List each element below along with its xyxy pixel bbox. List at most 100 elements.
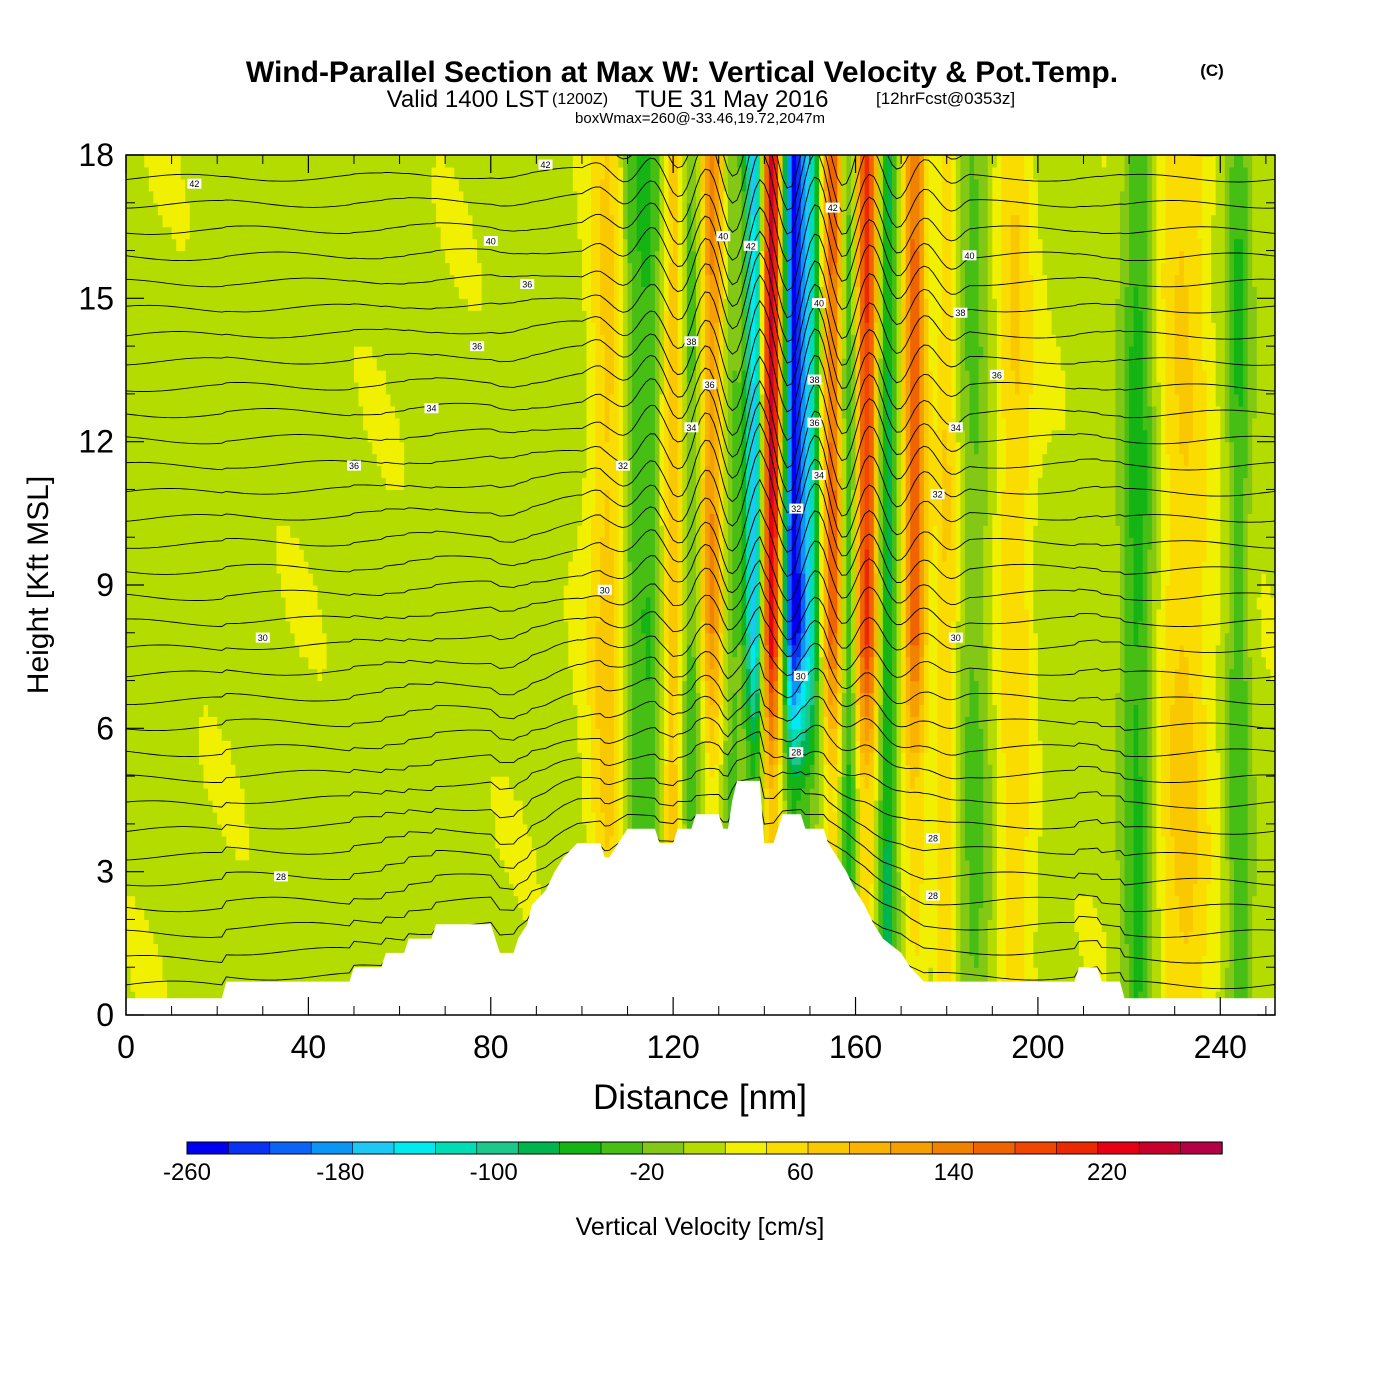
velocity-cell [417, 764, 423, 777]
velocity-cell [294, 477, 300, 491]
velocity-cell [230, 847, 237, 861]
velocity-cell [395, 823, 401, 837]
velocity-cell [267, 811, 273, 825]
velocity-cell [390, 393, 396, 407]
velocity-cell [422, 561, 428, 574]
velocity-cell [390, 895, 396, 909]
velocity-cell [244, 955, 250, 968]
velocity-cell [262, 668, 268, 682]
velocity-cell [408, 155, 414, 168]
velocity-cell [372, 405, 378, 419]
velocity-cell [208, 823, 214, 837]
velocity-cell [126, 155, 132, 168]
velocity-cell [139, 405, 145, 419]
velocity-cell [367, 262, 373, 276]
velocity-cell [249, 417, 255, 431]
velocity-cell [203, 871, 209, 885]
velocity-cell [285, 298, 291, 311]
velocity-cell [249, 919, 255, 932]
velocity-cell [363, 728, 369, 741]
velocity-cell [185, 561, 191, 574]
velocity-cell [290, 214, 296, 228]
velocity-cell [408, 752, 414, 765]
velocity-cell [153, 429, 159, 443]
velocity-cell [426, 680, 433, 694]
velocity-cell [363, 334, 369, 347]
velocity-cell [404, 871, 410, 885]
velocity-cell [221, 178, 227, 192]
velocity-cell [258, 883, 264, 897]
velocity-cell [212, 919, 218, 932]
velocity-cell [162, 573, 168, 586]
velocity-cell [322, 573, 328, 586]
velocity-cell [308, 298, 314, 311]
velocity-cell [436, 405, 442, 419]
velocity-cell [317, 859, 323, 873]
velocity-cell [426, 596, 433, 610]
velocity-cell [331, 764, 337, 777]
velocity-cell [413, 525, 419, 538]
velocity-cell [358, 525, 364, 538]
velocity-cell [431, 190, 437, 204]
velocity-cell [317, 608, 323, 622]
velocity-cell [331, 596, 337, 610]
velocity-cell [367, 310, 373, 323]
velocity-cell [367, 489, 373, 502]
velocity-cell [281, 262, 287, 276]
velocity-cell [331, 823, 337, 837]
velocity-cell [326, 919, 332, 932]
velocity-cell [376, 895, 382, 909]
velocity-cell [349, 381, 355, 395]
velocity-cell [376, 381, 382, 395]
velocity-cell [144, 214, 150, 228]
velocity-cell [226, 680, 232, 694]
velocity-cell [185, 322, 191, 335]
velocity-cell [198, 417, 205, 431]
velocity-cell [171, 214, 177, 228]
velocity-cell [281, 417, 287, 431]
velocity-cell [344, 262, 351, 276]
velocity-cell [322, 883, 328, 897]
velocity-cell [258, 943, 264, 956]
velocity-cell [267, 764, 273, 777]
velocity-cell [335, 764, 341, 777]
velocity-cell [230, 644, 237, 658]
velocity-cell [385, 489, 392, 502]
velocity-cell [230, 955, 237, 968]
velocity-cell [194, 967, 200, 980]
velocity-cell [285, 250, 291, 264]
velocity-cell [290, 537, 296, 550]
velocity-cell [148, 788, 154, 801]
velocity-cell [372, 513, 378, 526]
velocity-cell [322, 620, 328, 634]
velocity-cell [390, 429, 396, 443]
velocity-cell [262, 393, 268, 407]
velocity-cell [303, 883, 309, 897]
velocity-cell [235, 334, 241, 347]
velocity-cell [148, 728, 154, 741]
velocity-cell [322, 346, 328, 359]
velocity-cell [267, 835, 273, 849]
velocity-cell [249, 561, 255, 574]
velocity-cell [230, 716, 237, 729]
velocity-cell [344, 573, 351, 586]
velocity-cell [376, 370, 382, 383]
velocity-cell [349, 585, 355, 598]
velocity-cell [358, 202, 364, 216]
velocity-cell [353, 166, 360, 180]
velocity-cell [326, 573, 332, 586]
velocity-cell [299, 931, 305, 944]
velocity-cell [126, 704, 132, 717]
velocity-cell [317, 214, 323, 228]
velocity-cell [189, 764, 195, 777]
velocity-cell [185, 919, 191, 932]
velocity-cell [126, 178, 132, 192]
velocity-cell [249, 656, 255, 670]
velocity-cell [372, 728, 378, 741]
velocity-cell [331, 155, 337, 168]
velocity-cell [130, 310, 136, 323]
velocity-cell [281, 680, 287, 694]
velocity-cell [440, 907, 446, 921]
velocity-cell [331, 680, 337, 694]
velocity-cell [258, 740, 264, 753]
